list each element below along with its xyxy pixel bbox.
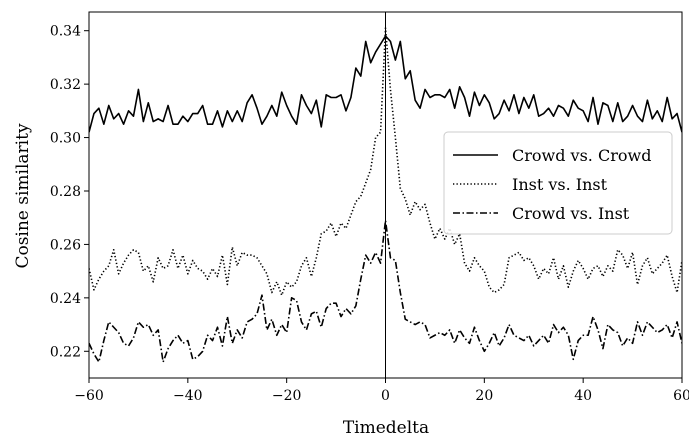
x-tick-label: −40 — [173, 388, 203, 404]
y-tick-label: 0.32 — [50, 77, 81, 93]
legend-label-3: Crowd vs. Inst — [512, 204, 630, 223]
x-axis-title: Timedelta — [343, 418, 429, 437]
x-tick-label: −60 — [74, 388, 104, 404]
series-line-3 — [89, 219, 682, 363]
x-tick-label: 60 — [673, 388, 689, 404]
x-tick-label: 20 — [475, 388, 493, 404]
legend-label-1: Crowd vs. Crowd — [512, 146, 651, 165]
legend-box — [443, 131, 673, 235]
y-axis: 0.22 0.24 0.26 0.28 0.30 0.32 0.34 — [50, 24, 89, 360]
plot-area — [88, 11, 683, 379]
y-tick-label: 0.28 — [50, 184, 81, 200]
legend: Crowd vs. Crowd Inst vs. Inst Crowd vs. In… — [443, 131, 673, 235]
y-tick-label: 0.24 — [50, 291, 81, 307]
y-tick-label: 0.22 — [50, 344, 81, 360]
legend-label-2: Inst vs. Inst — [512, 175, 608, 194]
x-tick-label: 40 — [574, 388, 592, 404]
y-tick-label: 0.30 — [50, 131, 81, 147]
x-axis: −60 −40 −20 0 20 40 60 — [74, 378, 689, 404]
x-tick-label: −20 — [272, 388, 302, 404]
x-tick-label: 0 — [381, 388, 390, 404]
y-axis-title: Cosine similarity — [13, 123, 33, 269]
y-tick-label: 0.34 — [50, 24, 81, 40]
y-tick-label: 0.26 — [50, 237, 81, 253]
